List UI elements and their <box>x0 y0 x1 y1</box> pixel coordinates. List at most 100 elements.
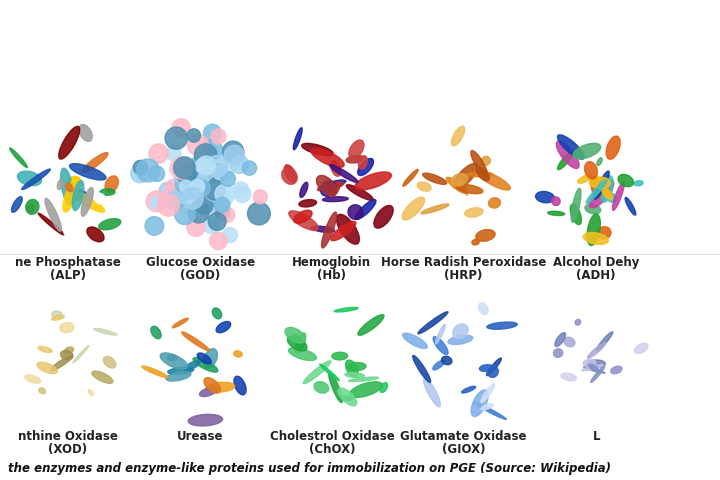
Circle shape <box>159 182 176 199</box>
Ellipse shape <box>634 343 648 353</box>
Circle shape <box>149 144 168 163</box>
Ellipse shape <box>346 156 364 163</box>
Circle shape <box>166 191 184 209</box>
Ellipse shape <box>52 311 63 319</box>
Circle shape <box>190 180 204 194</box>
Ellipse shape <box>570 204 581 225</box>
Ellipse shape <box>67 189 86 197</box>
Ellipse shape <box>320 180 336 196</box>
Ellipse shape <box>79 124 92 141</box>
Ellipse shape <box>206 382 235 392</box>
Circle shape <box>222 228 238 243</box>
Circle shape <box>204 180 225 200</box>
Circle shape <box>243 161 256 175</box>
Ellipse shape <box>188 414 222 426</box>
Ellipse shape <box>481 404 493 410</box>
Ellipse shape <box>345 372 364 378</box>
Ellipse shape <box>216 322 230 333</box>
Ellipse shape <box>600 176 613 202</box>
Ellipse shape <box>68 180 75 189</box>
Ellipse shape <box>358 315 384 336</box>
Ellipse shape <box>459 179 467 195</box>
Circle shape <box>181 188 203 209</box>
Circle shape <box>161 191 178 207</box>
Ellipse shape <box>471 151 487 177</box>
Ellipse shape <box>584 367 606 373</box>
Ellipse shape <box>99 219 121 230</box>
Ellipse shape <box>338 388 356 406</box>
Ellipse shape <box>199 387 217 396</box>
Circle shape <box>194 180 210 196</box>
Ellipse shape <box>317 175 337 196</box>
Ellipse shape <box>63 177 80 212</box>
Circle shape <box>174 157 195 179</box>
Ellipse shape <box>487 358 501 375</box>
Text: ne Phosphatase: ne Phosphatase <box>14 255 121 269</box>
Ellipse shape <box>92 371 113 384</box>
Text: (ADH): (ADH) <box>577 269 616 282</box>
Ellipse shape <box>94 193 106 204</box>
Ellipse shape <box>197 353 211 364</box>
Circle shape <box>210 188 232 210</box>
Text: (XOD): (XOD) <box>48 443 87 456</box>
Circle shape <box>174 204 195 225</box>
Ellipse shape <box>433 336 448 355</box>
Circle shape <box>222 141 243 162</box>
Circle shape <box>175 172 197 194</box>
Ellipse shape <box>73 180 84 211</box>
Ellipse shape <box>322 212 337 248</box>
Ellipse shape <box>358 158 374 176</box>
Ellipse shape <box>456 184 483 194</box>
Ellipse shape <box>571 189 581 222</box>
Ellipse shape <box>552 197 560 205</box>
Ellipse shape <box>481 384 495 403</box>
Circle shape <box>220 207 235 223</box>
Circle shape <box>187 134 209 156</box>
Ellipse shape <box>347 362 366 371</box>
Ellipse shape <box>22 169 50 190</box>
Circle shape <box>179 180 192 193</box>
Text: (ALP): (ALP) <box>50 269 86 282</box>
Circle shape <box>195 158 210 174</box>
Ellipse shape <box>58 180 63 190</box>
Circle shape <box>188 202 210 223</box>
Circle shape <box>165 127 187 149</box>
Circle shape <box>133 160 148 174</box>
Ellipse shape <box>47 156 65 175</box>
Ellipse shape <box>597 158 602 166</box>
Ellipse shape <box>336 214 359 244</box>
Ellipse shape <box>583 232 608 244</box>
Ellipse shape <box>59 126 80 159</box>
Ellipse shape <box>103 357 116 368</box>
Ellipse shape <box>323 197 348 202</box>
Ellipse shape <box>433 360 444 370</box>
Ellipse shape <box>625 197 636 215</box>
Ellipse shape <box>87 227 104 242</box>
Circle shape <box>174 167 189 183</box>
Ellipse shape <box>318 182 344 191</box>
Circle shape <box>230 146 244 160</box>
Ellipse shape <box>481 156 490 166</box>
Text: (Hb): (Hb) <box>318 269 346 282</box>
Text: the enzymes and enzyme-like proteins used for immobilization on PGE (Source: Wik: the enzymes and enzyme-like proteins use… <box>8 462 611 475</box>
Ellipse shape <box>585 162 598 179</box>
Circle shape <box>197 156 215 175</box>
Ellipse shape <box>64 347 73 354</box>
Ellipse shape <box>60 236 84 245</box>
Ellipse shape <box>292 335 305 347</box>
Text: Urease: Urease <box>177 430 223 443</box>
Circle shape <box>195 186 211 202</box>
Ellipse shape <box>487 366 498 377</box>
Circle shape <box>219 192 233 205</box>
Circle shape <box>248 202 270 225</box>
Text: Alcohol Dehy: Alcohol Dehy <box>553 255 639 269</box>
Circle shape <box>166 146 181 161</box>
Ellipse shape <box>60 350 73 360</box>
Circle shape <box>149 166 165 181</box>
Circle shape <box>187 129 201 142</box>
Ellipse shape <box>606 136 620 159</box>
Ellipse shape <box>577 174 592 183</box>
Circle shape <box>192 156 204 169</box>
Ellipse shape <box>60 168 73 205</box>
Circle shape <box>189 179 208 197</box>
